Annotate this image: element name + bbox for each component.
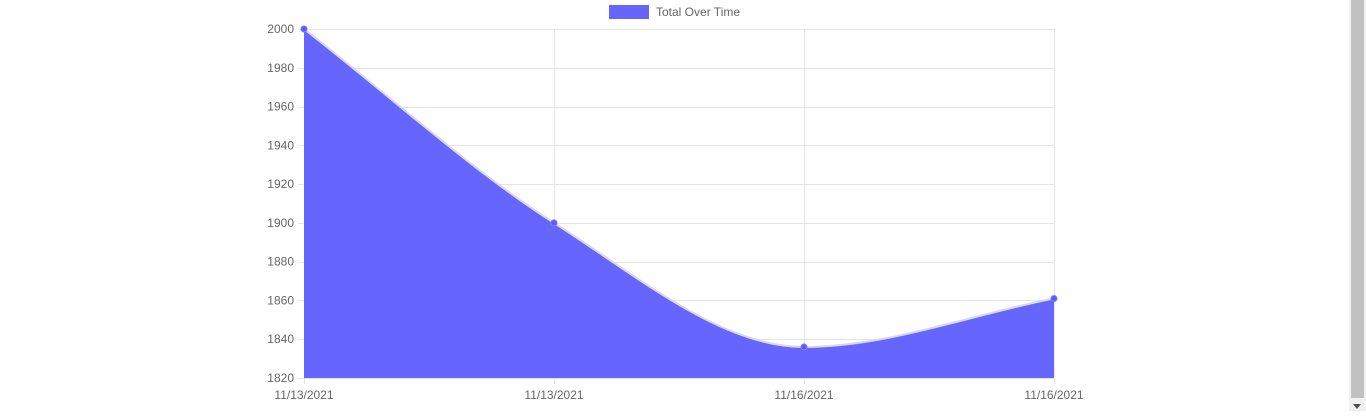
scrollbar-thumb[interactable] (1351, 0, 1364, 398)
vertical-scrollbar[interactable] (1349, 0, 1366, 411)
area-fill (304, 29, 1054, 378)
legend-swatch[interactable] (609, 5, 649, 19)
y-tick-label: 1820 (267, 371, 294, 385)
data-point[interactable] (550, 219, 558, 227)
data-point[interactable] (800, 343, 808, 351)
x-tick-label: 11/13/2021 (274, 388, 333, 402)
area-series (303, 28, 1055, 378)
data-points (300, 25, 1058, 351)
y-tick-label: 1980 (267, 61, 294, 75)
y-tick-label: 1900 (267, 216, 294, 230)
legend[interactable]: Total Over Time (609, 5, 740, 19)
x-tick-label: 11/13/2021 (524, 388, 583, 402)
y-tick-label: 1840 (267, 332, 294, 346)
y-tick-label: 1860 (267, 293, 294, 307)
y-tick-label: 2000 (267, 22, 294, 36)
series-line (303, 28, 1055, 348)
data-point[interactable] (300, 25, 308, 33)
y-tick-label: 1960 (267, 100, 294, 114)
y-axis: 2000 1980 1960 1940 1920 1900 1880 1860 1840 1820 (267, 22, 294, 385)
legend-label[interactable]: Total Over Time (656, 5, 740, 19)
scroll-down-arrow-icon[interactable] (1353, 404, 1361, 409)
x-axis: 11/13/2021 11/13/2021 11/16/2021 11/16/2021 (274, 388, 1083, 402)
y-tick-label: 1880 (267, 255, 294, 269)
x-tick-label: 11/16/2021 (1024, 388, 1083, 402)
x-tick-label: 11/16/2021 (774, 388, 833, 402)
y-tick-label: 1940 (267, 138, 294, 152)
data-point[interactable] (1050, 295, 1058, 303)
y-tick-label: 1920 (267, 177, 294, 191)
